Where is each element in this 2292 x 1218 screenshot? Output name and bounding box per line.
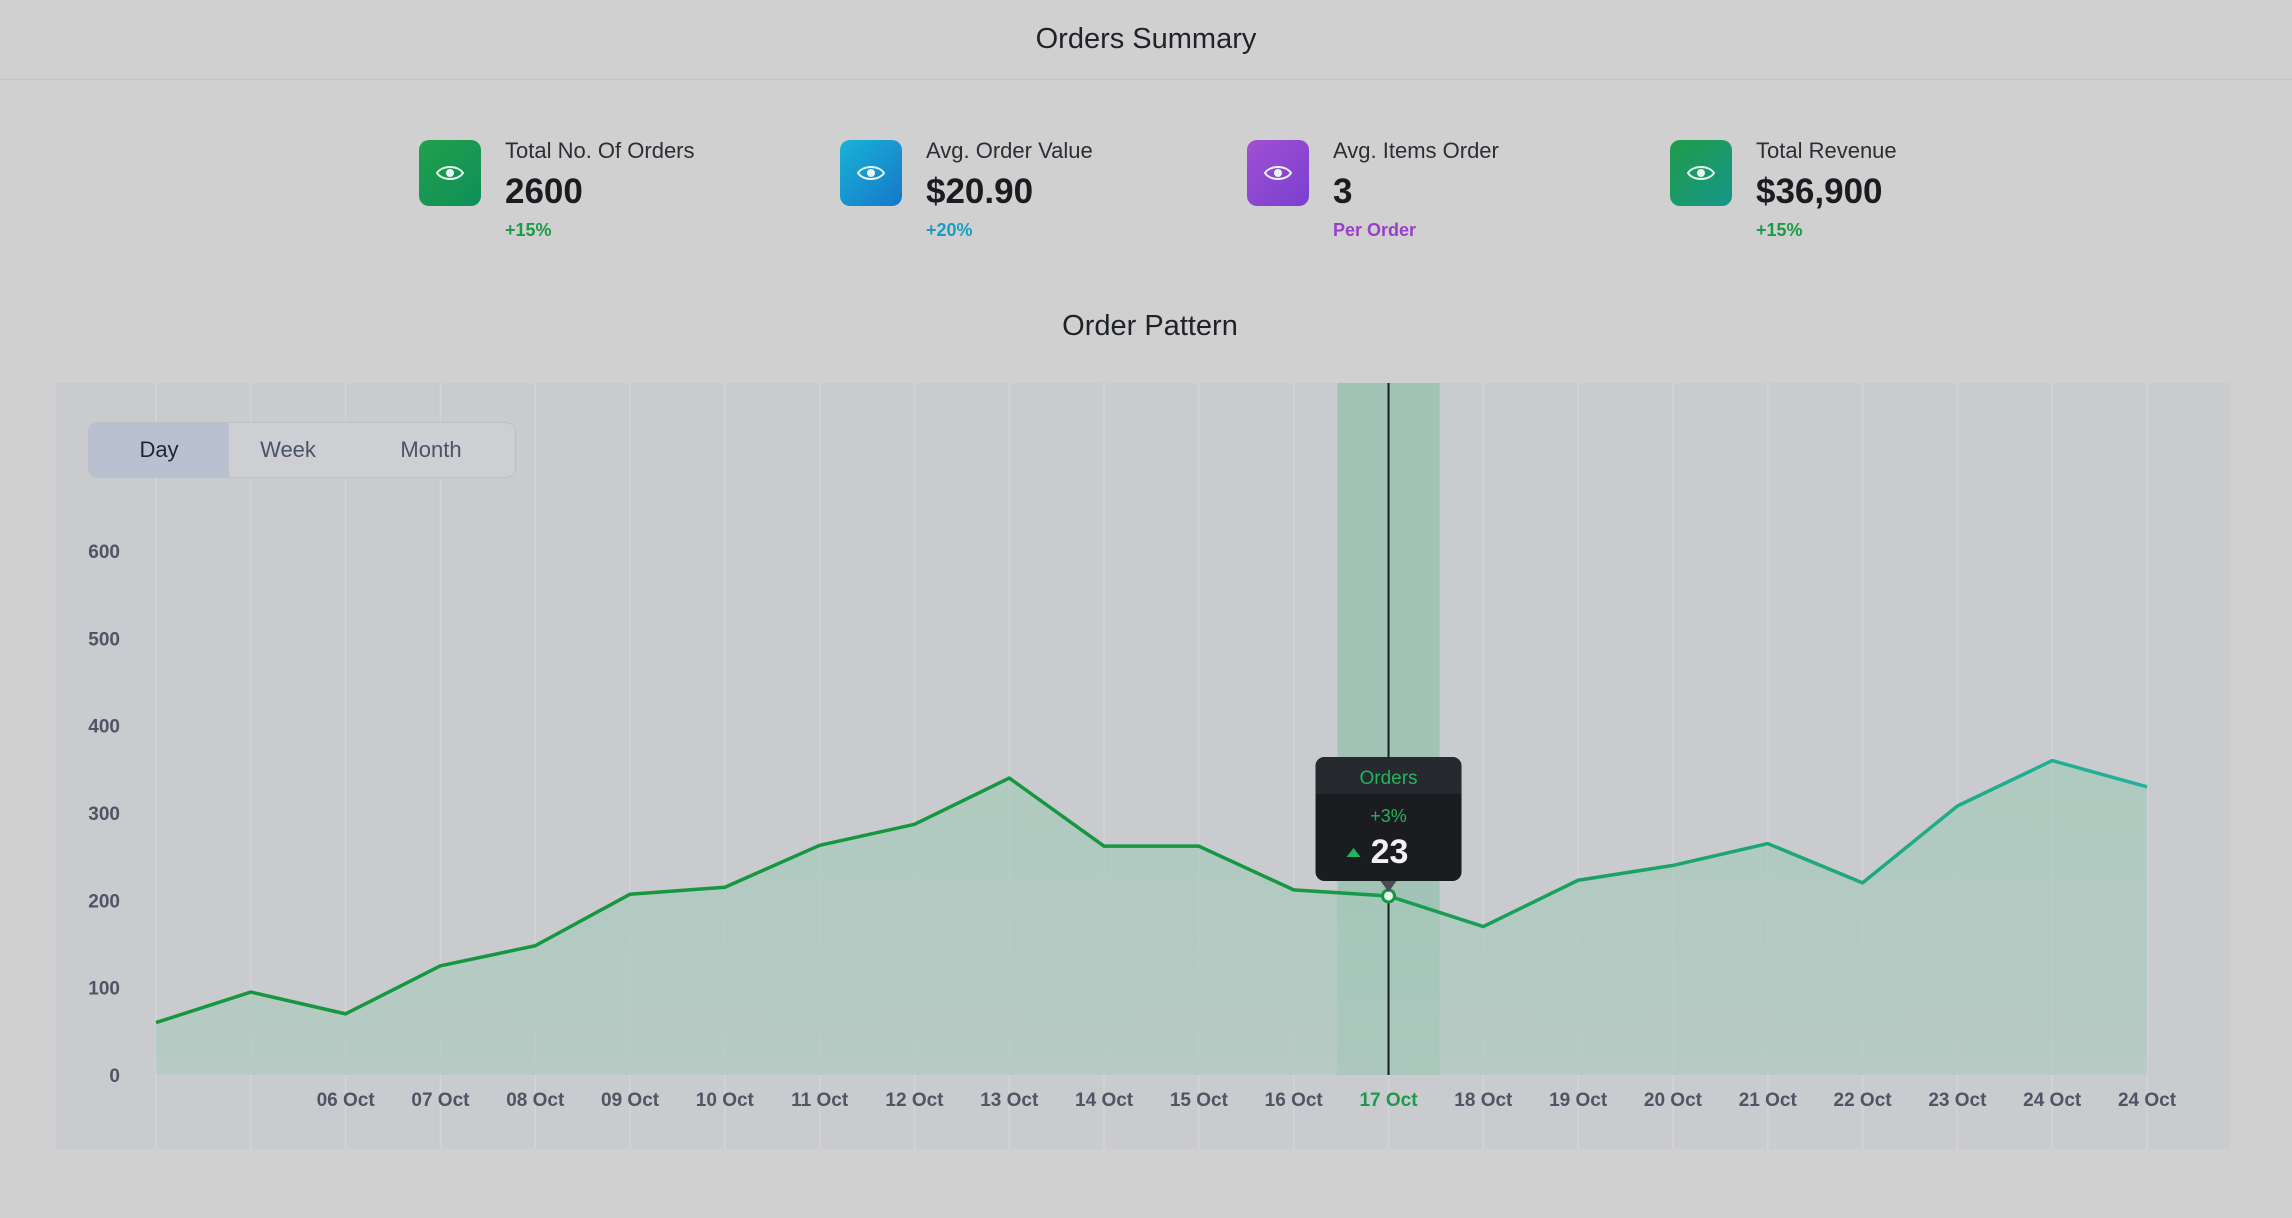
x-tick-label: 11 Oct: [791, 1090, 849, 1111]
avg-order-value-label: Avg. Order Value: [926, 138, 1093, 163]
series-line: [155, 758, 2148, 1025]
avg-items-order-icon-box[interactable]: [1247, 140, 1309, 206]
x-tick-label: 24 Oct: [2118, 1090, 2177, 1111]
total-revenue-label: Total Revenue: [1756, 138, 1897, 163]
tooltip-value: 23: [1371, 833, 1409, 871]
eye-icon: [856, 166, 886, 180]
x-tick-label: 09 Oct: [601, 1090, 660, 1111]
y-tick-label: 500: [88, 629, 120, 650]
x-tick-label: 14 Oct: [1075, 1090, 1134, 1111]
order-pattern-title: Order Pattern: [1062, 310, 1238, 342]
avg-items-order-change: Per Order: [1333, 220, 1417, 240]
x-tick-label: 18 Oct: [1454, 1090, 1513, 1111]
x-tick-label: 21 Oct: [1739, 1090, 1798, 1111]
total-revenue-icon-box[interactable]: [1670, 140, 1732, 206]
up-triangle-icon: [1346, 848, 1361, 857]
total-orders-label: Total No. Of Orders: [505, 138, 695, 163]
period-toggle: Day Week Month: [88, 422, 516, 478]
avg-order-value-change: +20%: [926, 220, 973, 240]
y-tick-label: 200: [88, 891, 120, 912]
tooltip-pointer: [1380, 881, 1397, 892]
eye-icon: [1263, 166, 1293, 180]
page-title: Orders Summary: [1035, 23, 1257, 55]
avg-items-order-value: 3: [1333, 172, 1353, 211]
y-tick-label: 300: [88, 804, 120, 825]
x-tick-label: 06 Oct: [317, 1090, 376, 1111]
total-revenue-change: +15%: [1756, 220, 1803, 240]
eye-icon: [1686, 166, 1716, 180]
eye-icon: [435, 166, 465, 180]
x-tick-label: 23 Oct: [1928, 1090, 1987, 1111]
toggle-day-button[interactable]: Day: [89, 423, 229, 477]
x-tick-label: 17 Oct: [1359, 1090, 1418, 1111]
total-revenue-value: $36,900: [1756, 172, 1883, 211]
tooltip-title: Orders: [1359, 768, 1417, 789]
y-tick-label: 600: [88, 542, 120, 563]
toggle-week-button[interactable]: Week: [260, 437, 316, 462]
x-tick-label: 12 Oct: [885, 1090, 944, 1111]
toggle-month-button[interactable]: Month: [400, 437, 462, 462]
avg-items-order-label: Avg. Items Order: [1333, 138, 1499, 163]
total-orders-icon-box[interactable]: [419, 140, 481, 206]
x-tick-label: 10 Oct: [696, 1090, 755, 1111]
y-tick-label: 400: [88, 717, 120, 738]
x-tick-label: 22 Oct: [1834, 1090, 1893, 1111]
tooltip-header-fill: [1315, 785, 1462, 794]
avg-order-value-value: $20.90: [926, 172, 1034, 211]
tooltip-change: +3%: [1370, 806, 1407, 826]
x-tick-label: 20 Oct: [1644, 1090, 1703, 1111]
total-orders-change: +15%: [505, 220, 552, 240]
y-tick-label: 100: [88, 979, 120, 1000]
x-tick-label: 19 Oct: [1549, 1090, 1608, 1111]
y-tick-label: 0: [109, 1066, 120, 1087]
x-tick-label: 15 Oct: [1170, 1090, 1229, 1111]
x-tick-label: 13 Oct: [980, 1090, 1039, 1111]
area-fill: [156, 760, 2147, 1075]
x-tick-label: 07 Oct: [411, 1090, 470, 1111]
total-orders-value: 2600: [505, 172, 583, 211]
page-header: Orders Summary: [0, 0, 2292, 80]
avg-order-value-icon-box[interactable]: [840, 140, 902, 206]
x-tick-label: 16 Oct: [1265, 1090, 1324, 1111]
tooltip-header: [1315, 757, 1462, 794]
x-tick-label: 24 Oct: [2023, 1090, 2082, 1111]
x-tick-label: 08 Oct: [506, 1090, 565, 1111]
